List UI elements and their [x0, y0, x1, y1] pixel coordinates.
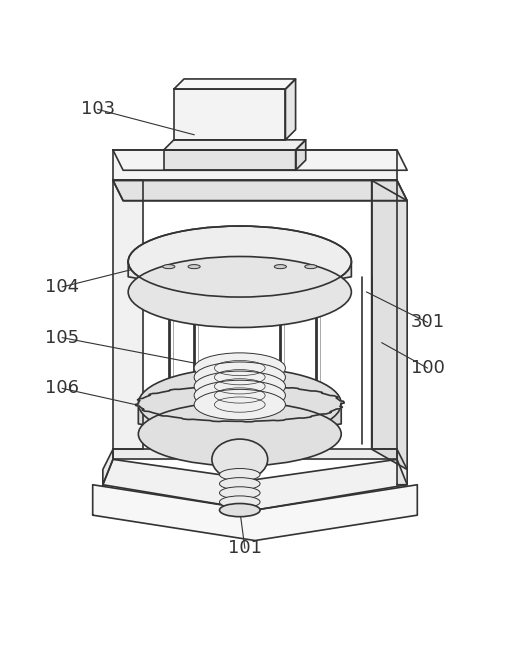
Ellipse shape: [128, 257, 351, 328]
Text: 103: 103: [80, 100, 115, 119]
Polygon shape: [265, 246, 290, 267]
Ellipse shape: [219, 504, 260, 517]
Ellipse shape: [138, 402, 341, 466]
Ellipse shape: [219, 496, 260, 508]
Ellipse shape: [194, 362, 285, 392]
Ellipse shape: [194, 381, 285, 411]
Polygon shape: [103, 459, 406, 510]
Polygon shape: [135, 385, 344, 422]
Polygon shape: [113, 180, 406, 200]
Polygon shape: [239, 403, 341, 439]
Polygon shape: [285, 79, 295, 140]
Polygon shape: [103, 449, 113, 485]
Polygon shape: [113, 180, 406, 200]
Polygon shape: [396, 449, 406, 485]
Ellipse shape: [304, 265, 316, 269]
Polygon shape: [163, 150, 295, 170]
Polygon shape: [371, 180, 406, 470]
Polygon shape: [93, 485, 416, 540]
Polygon shape: [138, 403, 239, 439]
Text: 101: 101: [228, 539, 261, 557]
Polygon shape: [113, 449, 396, 459]
Ellipse shape: [128, 226, 351, 297]
Polygon shape: [174, 89, 285, 140]
Polygon shape: [371, 180, 396, 449]
Ellipse shape: [162, 265, 175, 269]
Text: 104: 104: [45, 278, 79, 296]
Polygon shape: [128, 261, 239, 297]
Text: 106: 106: [45, 379, 79, 398]
Ellipse shape: [194, 353, 285, 383]
Polygon shape: [113, 150, 396, 180]
Polygon shape: [295, 140, 305, 170]
Text: 100: 100: [410, 359, 443, 377]
Polygon shape: [239, 261, 351, 297]
Text: 301: 301: [410, 314, 444, 331]
Ellipse shape: [219, 487, 260, 499]
Ellipse shape: [188, 265, 200, 269]
Ellipse shape: [211, 439, 267, 479]
Ellipse shape: [194, 389, 285, 420]
Polygon shape: [174, 79, 295, 89]
Polygon shape: [163, 140, 305, 150]
Ellipse shape: [219, 468, 260, 481]
Polygon shape: [113, 150, 406, 170]
Ellipse shape: [138, 368, 341, 439]
Text: 105: 105: [45, 329, 79, 346]
Ellipse shape: [274, 265, 286, 269]
Ellipse shape: [219, 477, 260, 490]
Polygon shape: [184, 252, 204, 272]
Polygon shape: [113, 180, 143, 449]
Ellipse shape: [194, 371, 285, 402]
